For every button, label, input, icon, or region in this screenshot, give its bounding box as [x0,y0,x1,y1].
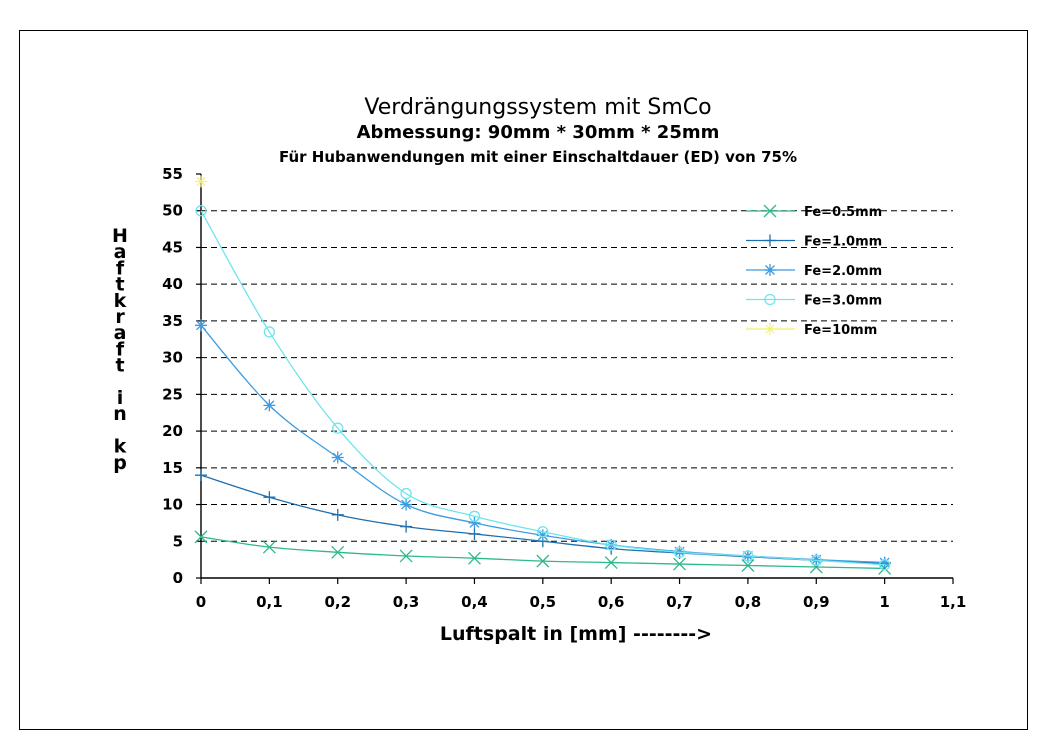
data-point [468,516,481,529]
data-point [399,549,413,563]
data-point [331,508,344,521]
y-axis-label-char: i [117,387,124,409]
y-tick-label: 25 [162,385,183,403]
data-point [673,545,686,558]
x-tick-label: 1 [879,593,889,611]
data-point [605,539,617,551]
x-tick-label: 0,1 [256,593,283,611]
x-tick-label: 0 [196,593,206,611]
tick-labels: 0 5 10 15 20 25 30 35 40 45 50 55 0 0,1 0,2 0,3 0,4 0,5 0,… [162,165,966,611]
y-tick-label: 45 [162,238,183,256]
data-point [810,554,822,567]
y-tick-label: 40 [162,275,183,293]
data-point [741,559,755,572]
legend-marker [764,264,776,276]
y-tick-label: 55 [162,165,183,183]
data-point [878,556,891,569]
data-point [673,546,686,558]
data-point [536,554,550,568]
data-point [742,550,754,562]
legend-label: Fe=1.0mm [804,235,882,250]
y-axis-label-char: r [115,306,125,328]
legend-label: Fe=0.5mm [804,205,882,220]
data-point [194,530,208,544]
y-tick-label: 30 [162,349,183,367]
y-tick-label: 10 [162,496,183,514]
y-tick-label: 50 [162,202,183,220]
series-line [200,210,885,566]
x-tick-label: 0,7 [666,593,693,611]
data-point [195,175,207,188]
legend-marker [764,293,776,306]
chart-frame [19,30,1028,730]
legend: Fe=0.5mm Fe=1.0mm Fe=2.0mm Fe=3.0mm Fe=10mm [746,204,882,338]
data-point [878,559,891,571]
series-Fe=10mm [195,175,207,188]
series-lines [194,175,892,575]
legend-label: Fe=2.0mm [804,264,882,279]
y-tick-label: 15 [162,459,183,477]
y-axis-label-char: f [116,257,125,279]
chart-subtitle: Abmessung: 90mm * 30mm * 25mm [357,122,720,143]
y-axis-label-char: f [116,338,125,360]
x-tick-label: 0,8 [735,593,762,611]
data-point [537,526,549,538]
series-Fe=3.0mm [195,205,891,571]
data-point [400,498,413,511]
data-point [604,556,618,570]
axes [200,174,953,579]
y-axis-label-char: a [114,241,127,263]
y-axis-label-char: t [115,355,124,377]
y-axis-label-char: p [113,452,127,474]
chart-subtitle-2: Für Hubanwendungen mit einer Einschaltda… [279,148,797,166]
data-point [400,487,412,500]
data-point [263,326,276,338]
y-axis-label-char: k [114,290,127,312]
data-point [400,520,413,533]
y-axis-label-char: a [114,322,127,344]
data-point [195,205,207,217]
legend-label: Fe=3.0mm [804,294,882,309]
series-Fe=1.0mm [195,469,891,570]
x-tick-label: 0,2 [324,593,351,611]
y-tick-label: 35 [162,312,183,330]
y-tick-label: 5 [173,532,183,550]
x-tick-label: 1,1 [940,593,967,611]
x-tick-label: 0,9 [803,593,830,611]
data-point [262,540,276,554]
x-tick-label: 0,3 [393,593,420,611]
data-point [467,551,481,565]
data-point [468,510,481,522]
legend-marker [764,234,776,247]
data-point [263,399,276,412]
y-tick-label: 20 [162,422,183,440]
data-point [810,553,823,566]
data-point [195,469,207,482]
legend-label: Fe=10mm [804,323,877,338]
x-axis-label: Luftspalt in [mm] --------> [440,623,712,645]
legend-marker [764,323,776,335]
data-point [263,491,276,504]
y-tick-label: 0 [173,569,183,587]
data-point [331,451,344,464]
data-point [332,422,344,434]
y-axis-label-char: t [115,274,124,296]
data-point [331,545,345,559]
data-point [673,557,687,571]
grid-lines [201,210,953,542]
x-tick-label: 0,6 [598,593,625,611]
y-axis-label-char: H [112,225,128,247]
x-tick-label: 0,4 [461,593,488,611]
series-Fe=0.5mm [194,530,892,575]
legend-marker [763,204,777,218]
data-point [468,527,481,540]
x-tick-label: 0,5 [530,593,557,611]
chart-title: Verdrängungssystem mit SmCo [364,95,711,120]
y-axis-label-char: k [114,436,127,458]
y-axis-label-char: n [113,403,127,425]
data-point [195,319,207,332]
data-point [536,529,549,542]
